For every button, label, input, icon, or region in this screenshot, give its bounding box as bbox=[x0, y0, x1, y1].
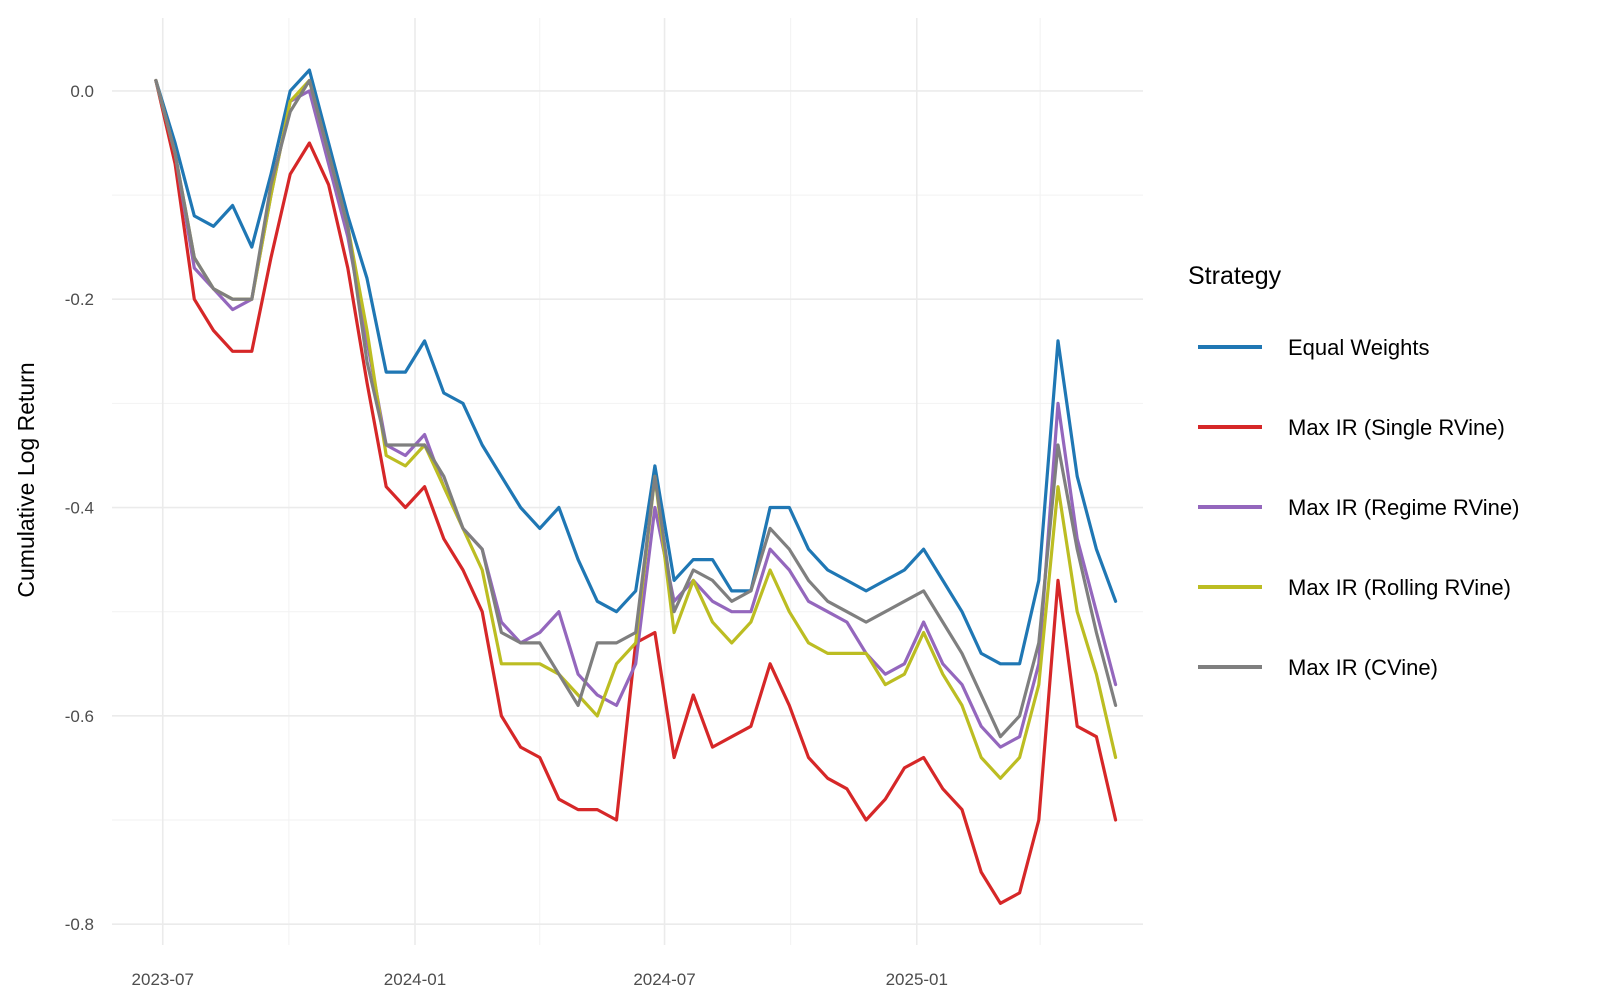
grid bbox=[112, 18, 1143, 945]
x-tick-label: 2024-07 bbox=[633, 970, 695, 989]
legend-label: Max IR (Single RVine) bbox=[1288, 415, 1505, 440]
legend-title: Strategy bbox=[1188, 262, 1282, 290]
series-line-2 bbox=[154, 78, 1118, 749]
y-tick-label: -0.2 bbox=[65, 290, 94, 309]
y-tick-label: -0.6 bbox=[65, 707, 94, 726]
x-axis-ticks: 2023-07 2024-01 2024-07 2025-01 bbox=[132, 970, 948, 989]
y-tick-label: -0.4 bbox=[65, 499, 94, 518]
series-line-4 bbox=[154, 78, 1118, 739]
legend-item: Max IR (Rolling RVine) bbox=[1198, 575, 1511, 600]
legend-label: Equal Weights bbox=[1288, 335, 1429, 360]
x-tick-label: 2025-01 bbox=[886, 970, 948, 989]
legend-item: Equal Weights bbox=[1198, 335, 1429, 360]
legend-label: Max IR (CVine) bbox=[1288, 655, 1438, 680]
y-axis-ticks: 0.0 -0.2 -0.4 -0.6 -0.8 bbox=[65, 82, 94, 934]
legend-label: Max IR (Regime RVine) bbox=[1288, 495, 1519, 520]
series-line-1 bbox=[154, 78, 1118, 905]
legend-label: Max IR (Rolling RVine) bbox=[1288, 575, 1511, 600]
legend-items: Equal Weights Max IR (Single RVine) Max IR… bbox=[1198, 335, 1519, 680]
y-tick-label: -0.8 bbox=[65, 915, 94, 934]
x-tick-label: 2024-01 bbox=[384, 970, 446, 989]
legend: Strategy Equal Weights Max IR (Single RVi… bbox=[1188, 262, 1519, 680]
legend-item: Max IR (Regime RVine) bbox=[1198, 495, 1519, 520]
y-axis-title: Cumulative Log Return bbox=[13, 362, 39, 597]
x-tick-label: 2023-07 bbox=[132, 970, 194, 989]
legend-item: Max IR (CVine) bbox=[1198, 655, 1438, 680]
y-tick-label: 0.0 bbox=[70, 82, 94, 101]
series-lines bbox=[154, 68, 1118, 905]
legend-item: Max IR (Single RVine) bbox=[1198, 415, 1505, 440]
series-line-0 bbox=[154, 68, 1118, 666]
